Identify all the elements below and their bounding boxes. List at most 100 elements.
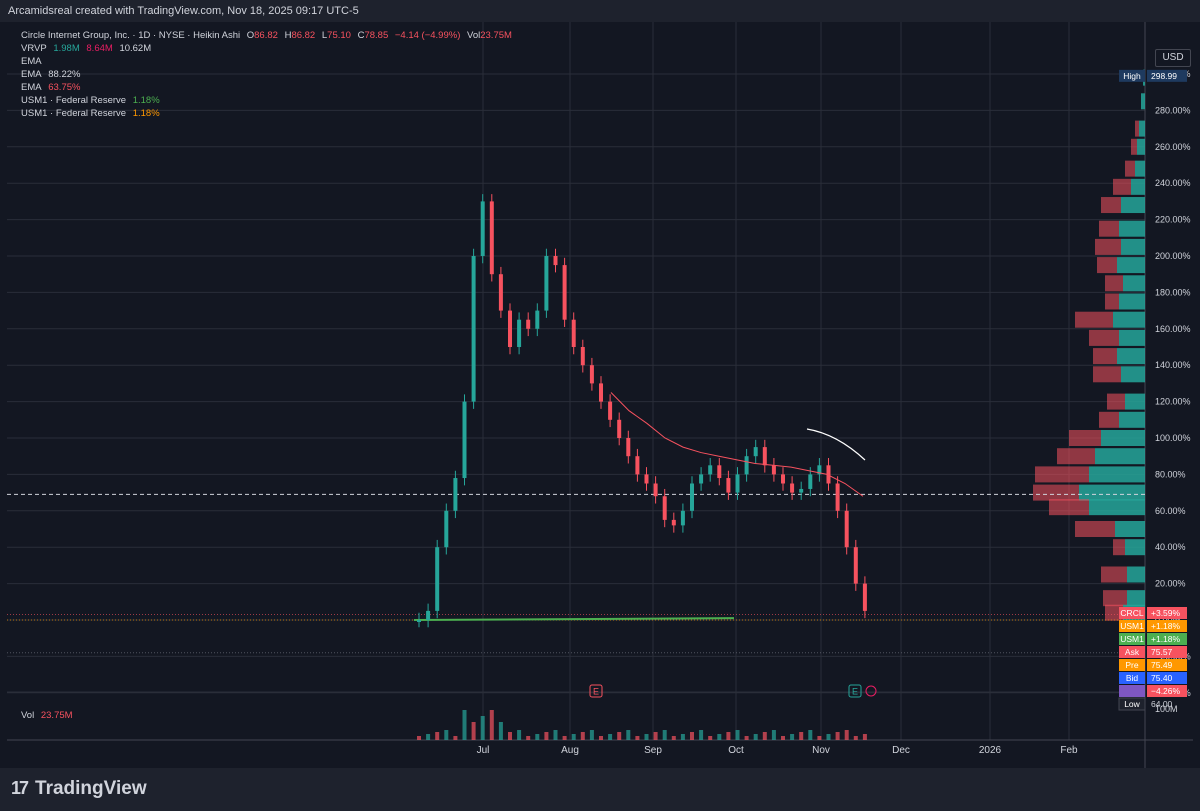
price-tick-label: 80.00% [1155,469,1186,479]
ema3-label: EMA [21,82,42,93]
footer: 17 TradingView [0,768,1200,811]
volume-bar [799,732,804,740]
vol-label: Vol [467,30,481,41]
volume-bar [599,736,603,740]
currency-button[interactable]: USD [1155,49,1191,67]
candle-body [699,474,704,484]
volume-bar [498,722,503,740]
brand-name: TradingView [35,778,147,799]
volume-bar [508,732,512,740]
time-axis-label: Aug [561,745,579,756]
price-tag-value: +1.18% [1151,621,1181,631]
candle-body [517,319,522,347]
earnings-marker-1-label: E [593,687,599,697]
created-by-text: Arcamidsreal created with TradingView.co… [8,5,359,17]
candle-body [471,256,476,402]
volume-bar [790,734,795,740]
volume-bar [726,732,731,740]
volume-bar [680,734,685,740]
volume-profile-up-bar [1119,293,1145,310]
time-axis-label: Dec [892,745,910,756]
volume-profile-up-bar [1125,393,1145,410]
legend-ema1: EMA [21,55,46,68]
price-tag-name-bg [1119,685,1145,697]
candle-body [817,465,822,475]
logo-mark: 17 [11,778,29,798]
volume-bar [544,732,549,740]
price-tick-label: 180.00% [1155,287,1191,297]
volume-bar [453,736,458,740]
vrvp-label: VRVP [21,43,47,54]
volume-profile-down-bar [1105,293,1119,310]
volume-bar [817,736,822,740]
candle-body [462,401,467,479]
candle-body [635,456,640,475]
candle-body [489,201,494,275]
price-tag-name-bg [1119,659,1145,671]
volume-bar [489,710,494,740]
volume-bar [635,736,640,740]
price-tick-label: 120.00% [1155,397,1191,407]
volume-profile-up-bar [1141,93,1145,110]
change-value: −4.14 (−4.99%) [394,30,461,41]
volume-profile-up-bar [1121,366,1145,383]
candle-body [662,496,667,520]
candle-body [498,274,503,311]
high-tag-label: High [1123,71,1141,81]
chart-frame[interactable]: 300.00%280.00%260.00%240.00%220.00%200.0… [7,22,1193,768]
candle-body [826,465,831,484]
low-tag-value: 64.00 [1151,699,1173,709]
high-tag-value: 298.99 [1151,71,1177,81]
price-tag-value-bg [1147,672,1187,684]
usm1-green-line [413,617,735,621]
volume-profile-down-bar [1101,197,1121,214]
price-tag-value: 75.49 [1151,660,1173,670]
candle-body [790,483,795,493]
volume-bar [435,732,440,740]
price-tick-label: 100.00% [1155,433,1191,443]
price-chart[interactable]: 300.00%280.00%260.00%240.00%220.00%200.0… [7,22,1193,768]
candle-body [508,310,512,347]
time-axis-label: Oct [728,745,744,756]
volume-profile-up-bar [1113,311,1145,328]
candle-body [771,465,776,475]
legend-ema2: EMA 88.22% [21,68,84,81]
close-value: 78.85 [364,30,389,41]
price-tick-label: 200.00% [1155,251,1191,261]
candle-body [571,319,576,347]
earnings-marker-2 [848,684,862,698]
time-axis-label: Sep [644,745,662,756]
tradingview-logo[interactable]: 17 TradingView [11,778,147,800]
dividend-marker [865,685,877,697]
candle-body [781,474,785,484]
candle-body [690,483,694,511]
volume-bar [462,710,467,740]
volume-bar [535,734,540,740]
symbol-line: Circle Internet Group, Inc. · 1D · NYSE … [21,30,241,41]
legend-volume: Vol 23.75M [21,709,77,722]
time-axis-label: Nov [812,745,830,756]
low-label: L [321,30,328,41]
price-tag-value-bg [1147,646,1187,658]
candle-body [726,478,731,493]
volume-bar [417,736,421,740]
price-tag-value-bg [1147,685,1187,697]
candle-body [717,465,722,479]
volume-bar [608,734,613,740]
legend-vrvp: VRVP 1.98M 8.64M 10.62M [21,42,155,55]
vol-value: 23.75M [480,30,512,41]
candle-body [453,478,458,511]
candle-body [844,510,849,548]
volume-profile-up-bar [1119,329,1145,346]
volume-profile-down-bar [1105,604,1123,621]
ema2-value: 88.22% [48,69,81,80]
vrvp-total: 10.62M [119,43,152,54]
usm1b-label: USM1 · Federal Reserve [21,108,127,119]
volume-bar [671,736,676,740]
volume-profile-down-bar [1089,329,1119,346]
candle-body [853,547,858,584]
volume-profile-down-bar [1093,366,1121,383]
price-tick-label: 260.00% [1155,142,1191,152]
volume-bar [662,730,667,740]
volume-profile-up-bar [1119,411,1145,428]
